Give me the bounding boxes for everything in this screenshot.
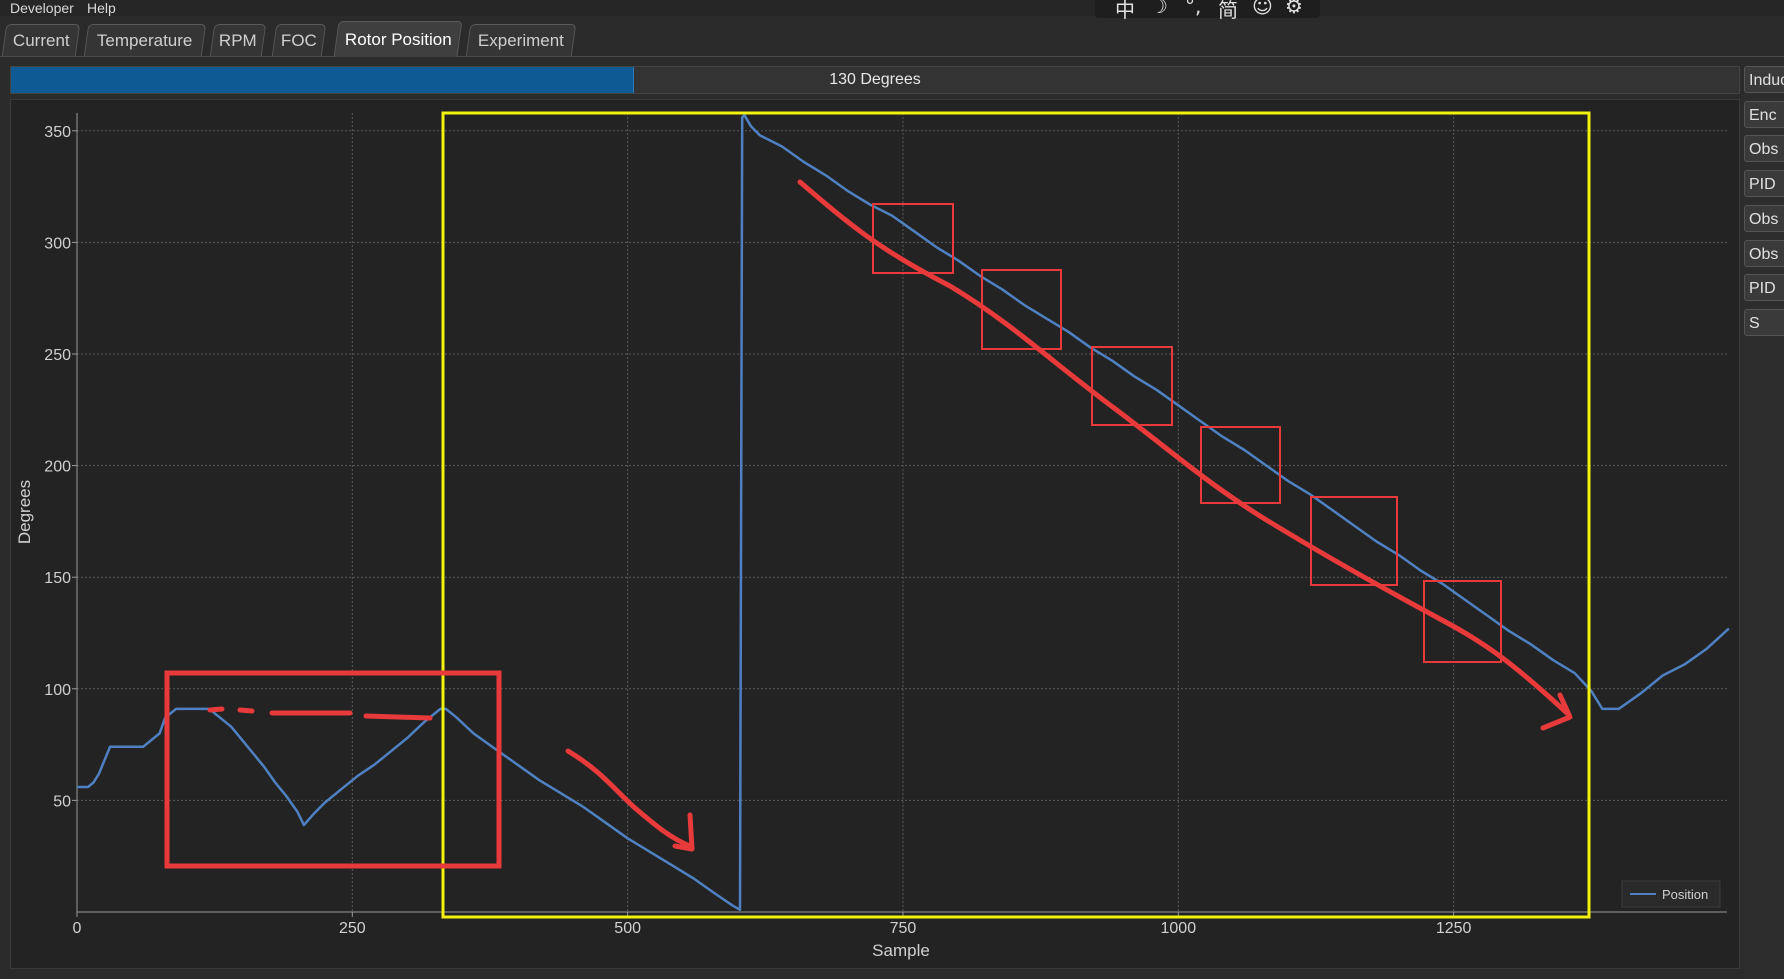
red-step-box-3 xyxy=(1091,346,1173,426)
x-tick-label: 500 xyxy=(614,920,641,937)
y-tick-label: 350 xyxy=(44,124,71,141)
red-step-box-5 xyxy=(1310,496,1398,586)
side-button-s[interactable]: S xyxy=(1744,309,1784,336)
side-button-observer-1[interactable]: Obs xyxy=(1744,135,1784,162)
settings-gear-icon[interactable]: ⚙ xyxy=(1285,0,1303,18)
annotation-overlay xyxy=(164,111,1591,919)
y-tick-label: 200 xyxy=(44,459,71,476)
red-dashdot-line xyxy=(207,706,433,721)
y-tick-label: 50 xyxy=(53,793,71,810)
chinese-mode-icon[interactable]: 中 xyxy=(1115,0,1135,22)
simplified-icon[interactable]: 简 xyxy=(1218,0,1238,22)
menu-developer[interactable]: Developer xyxy=(10,0,74,16)
menu-help[interactable]: Help xyxy=(87,0,116,16)
red-step-box-6 xyxy=(1423,580,1502,663)
position-progress-bar: 130 Degrees xyxy=(10,66,1740,94)
y-axis-title: Degrees xyxy=(15,480,34,544)
red-trend-arrow xyxy=(797,179,1573,731)
ime-toolbar: 中 ☽ °, 简 ☺ ⚙ xyxy=(1095,0,1320,22)
yellow-highlight-box xyxy=(441,111,1591,919)
y-tick-label: 150 xyxy=(44,570,71,587)
emoji-icon[interactable]: ☺ xyxy=(1252,0,1273,18)
side-button-pid-1[interactable]: PID xyxy=(1744,170,1784,197)
red-arrow-down-1 xyxy=(565,748,695,852)
menu-bar: Developer Help xyxy=(0,0,1784,16)
progress-label: 130 Degrees xyxy=(829,71,921,88)
y-tick-label: 100 xyxy=(44,682,71,699)
side-panel: Induc Enc Obs PID Obs Obs PID S xyxy=(1744,66,1784,979)
y-tick-label: 250 xyxy=(44,347,71,364)
x-tick-label: 250 xyxy=(339,920,366,937)
side-button-encoder[interactable]: Enc xyxy=(1744,101,1784,128)
x-tick-label: 1250 xyxy=(1436,920,1472,937)
series-position-line xyxy=(77,113,1730,912)
progress-fill xyxy=(11,67,635,93)
x-tick-label: 750 xyxy=(890,920,917,937)
moon-icon[interactable]: ☽ xyxy=(1150,0,1168,18)
x-tick-label: 1000 xyxy=(1161,920,1197,937)
x-tick-label: 0 xyxy=(73,920,82,937)
y-tick-label: 300 xyxy=(44,235,71,252)
side-button-pid-2[interactable]: PID xyxy=(1744,274,1784,301)
x-axis-title: Sample xyxy=(872,941,930,960)
legend-label: Position xyxy=(1662,887,1708,902)
red-step-box-2 xyxy=(981,269,1062,350)
side-button-observer-3[interactable]: Obs xyxy=(1744,240,1784,267)
red-step-box-1 xyxy=(872,203,954,274)
red-dip-box xyxy=(164,670,502,869)
red-step-box-4 xyxy=(1200,426,1281,504)
side-button-observer-2[interactable]: Obs xyxy=(1744,205,1784,232)
side-button-inductance[interactable]: Induc xyxy=(1744,66,1784,93)
tab-bar: Current Temperature RPM FOC Rotor Positi… xyxy=(0,20,1784,57)
punctuation-icon[interactable]: °, xyxy=(1185,0,1202,18)
